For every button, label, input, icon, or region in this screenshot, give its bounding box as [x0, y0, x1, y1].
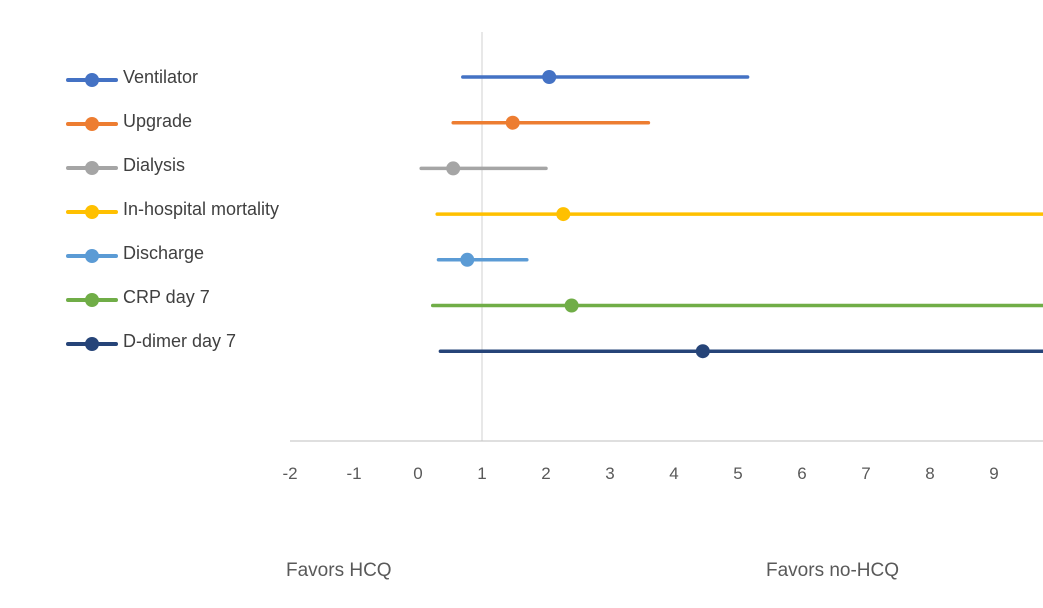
legend-label: Discharge — [123, 243, 205, 263]
annotation-favors-no-hcq: Favors no-HCQ — [766, 560, 900, 581]
series-group — [419, 70, 1043, 359]
legend-swatch — [66, 289, 118, 311]
x-axis-ticks: -2 -1 0 1 2 3 4 5 6 7 8 9 — [282, 464, 998, 483]
point-ventilator — [542, 70, 557, 84]
series-discharge — [436, 252, 529, 267]
x-tick-label: 2 — [541, 464, 550, 483]
series-crp-day-7 — [430, 298, 1043, 313]
annotation-favors-hcq: Favors HCQ — [286, 560, 392, 581]
series-dialysis — [419, 161, 548, 176]
series-ventilator — [461, 70, 750, 84]
legend-label: In-hospital mortality — [123, 199, 280, 219]
legend-label: D-dimer day 7 — [123, 331, 237, 351]
legend-label: Upgrade — [123, 111, 193, 131]
x-tick-label: 4 — [669, 464, 678, 483]
x-tick-label: 9 — [989, 464, 998, 483]
point-in-hospital-mortality — [556, 207, 571, 222]
x-tick-label: -1 — [346, 464, 361, 483]
legend-label: CRP day 7 — [123, 287, 210, 307]
x-tick-label: 7 — [861, 464, 870, 483]
x-tick-label: 6 — [797, 464, 806, 483]
legend-swatch — [66, 113, 118, 135]
point-d-dimer-day-7 — [695, 344, 710, 359]
x-tick-label: 8 — [925, 464, 934, 483]
point-dialysis — [446, 161, 461, 176]
x-tick-label: 1 — [477, 464, 486, 483]
series-d-dimer-day-7 — [438, 344, 1043, 359]
legend-swatch — [66, 69, 118, 91]
point-crp-day-7 — [564, 298, 579, 313]
x-tick-label: -2 — [282, 464, 297, 483]
legend-swatch — [66, 333, 118, 355]
series-upgrade — [451, 115, 651, 130]
point-upgrade — [505, 115, 520, 130]
x-tick-label: 3 — [605, 464, 614, 483]
x-tick-label: 5 — [733, 464, 742, 483]
legend-swatch — [66, 157, 118, 179]
legend-label: Dialysis — [123, 155, 186, 175]
legend-swatch — [66, 201, 118, 223]
x-tick-label: 0 — [413, 464, 422, 483]
legend-swatch — [66, 245, 118, 267]
series-in-hospital-mortality — [435, 207, 1043, 222]
point-discharge — [460, 252, 475, 267]
legend-label: Ventilator — [123, 67, 199, 87]
